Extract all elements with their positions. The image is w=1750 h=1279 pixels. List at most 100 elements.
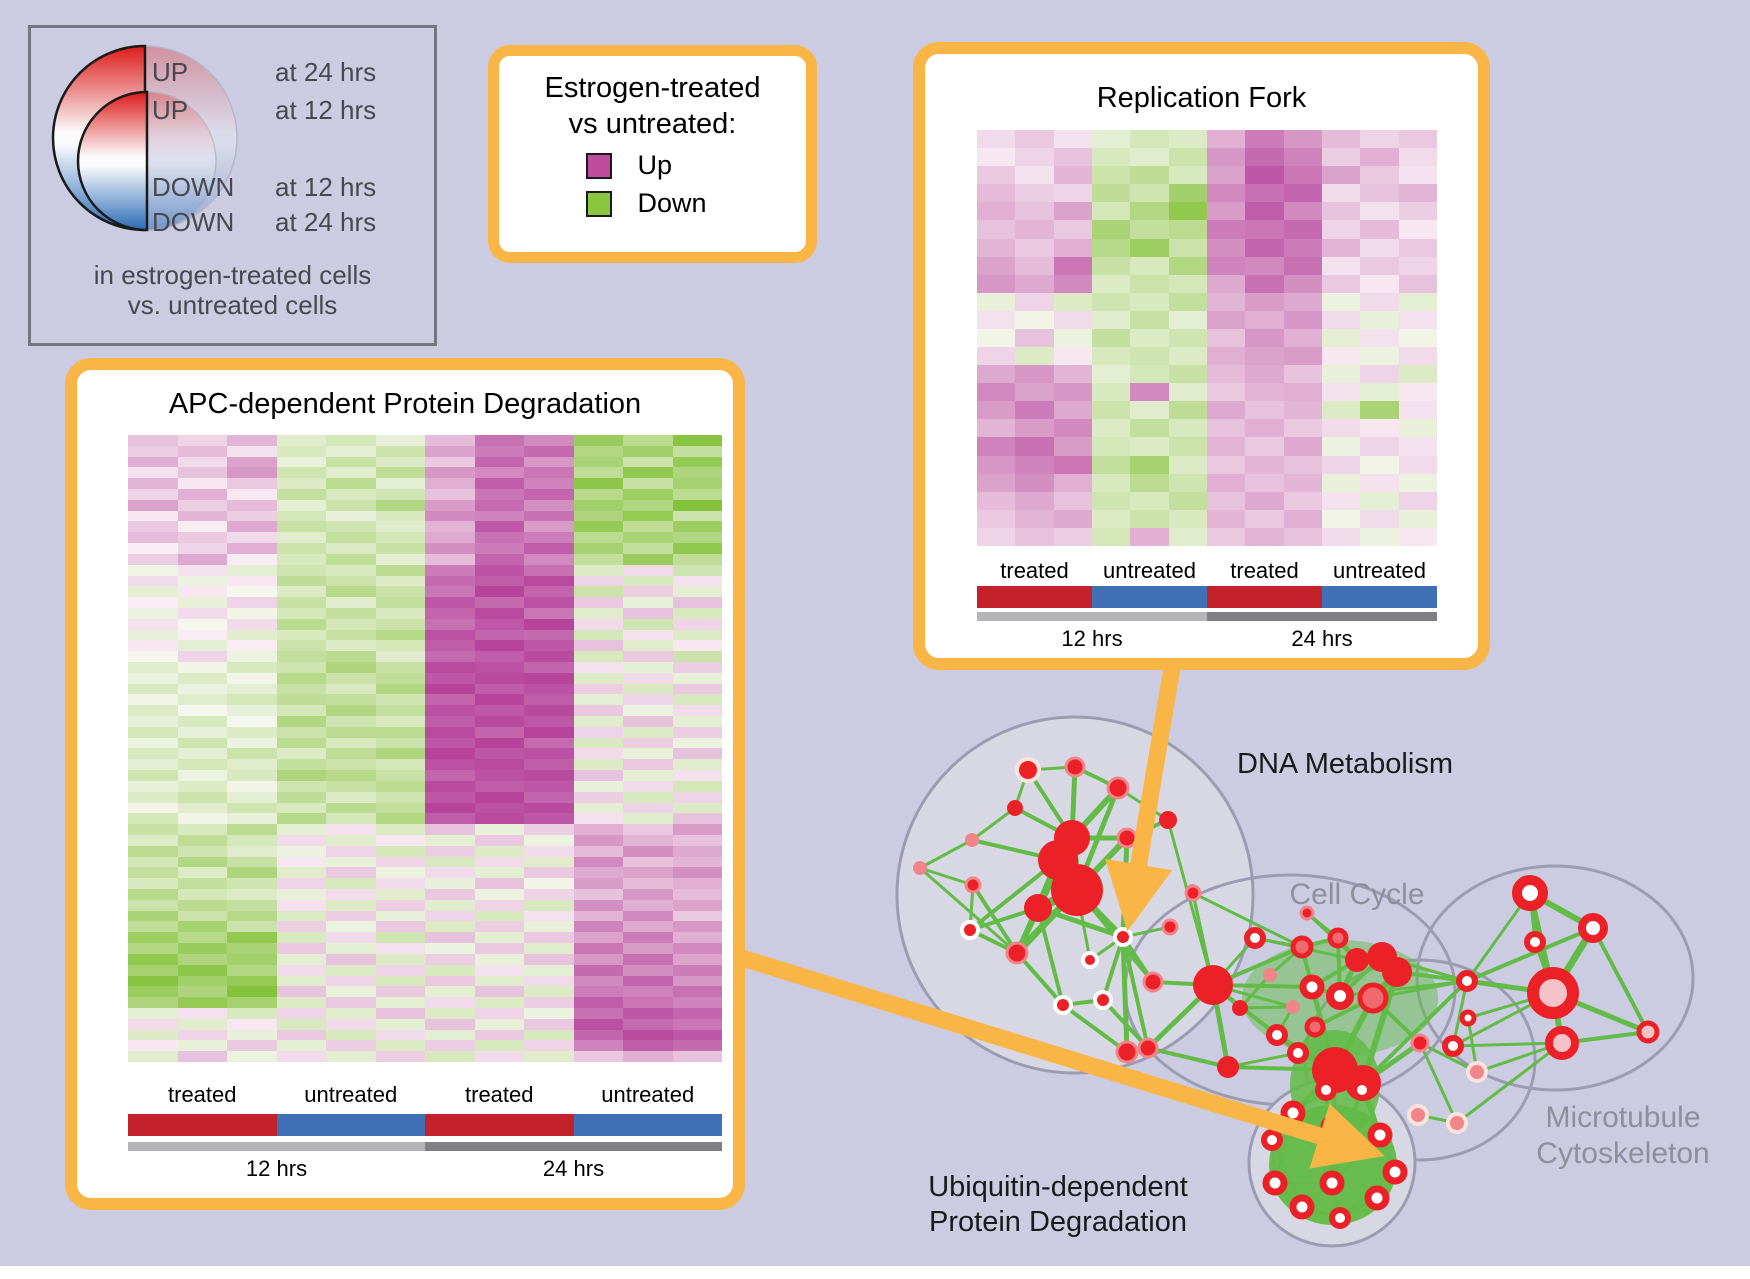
heatmap-cell [375,791,425,803]
heatmap-cell [1130,166,1169,185]
time-color-bar [425,1142,722,1151]
heatmap-cell [227,1018,277,1030]
heatmap-cell [573,1018,623,1030]
heatmap-cell [1398,473,1437,492]
heatmap-cell [227,716,277,727]
heatmap-cell [623,694,673,706]
heatmap-cell [375,856,425,868]
heatmap-cell [573,467,623,479]
heatmap-cell [474,856,524,868]
heatmap-cell [1360,328,1399,348]
heatmap-cell [672,748,722,760]
heatmap-cell [623,813,673,825]
heatmap-cell [128,705,178,717]
heatmap-cell [326,780,376,792]
heatmap-cell [375,943,425,954]
ring-row-up-12: UP at 12 hrs [152,95,376,126]
heatmap-cell [1015,148,1054,167]
heatmap-cell [375,845,425,857]
heatmap-cell [524,986,574,998]
heatmap-cell [276,856,326,868]
heatmap-cell [1168,473,1207,492]
heatmap-cell [1130,365,1169,384]
heatmap-cell [1015,419,1054,438]
legend-item-down: Down [499,188,806,219]
heatmap-cell [524,564,574,576]
heatmap-cell [672,986,722,998]
heatmap-cell [326,467,376,479]
heatmap-cell [1130,328,1169,348]
treatment-color-bar [573,1114,722,1136]
ring-caption-line2: vs. untreated cells [127,290,338,320]
heatmap-cell [573,1029,623,1041]
heatmap-cell [227,1040,277,1052]
heatmap-cell [524,467,574,479]
heatmap-cell [524,532,574,544]
heatmap-cell [1245,184,1284,203]
heatmap-cell [425,932,475,944]
heatmap-cell [425,683,475,695]
heatmap-cell [128,435,178,446]
heatmap-cell [1245,491,1284,510]
down-color-swatch [585,190,612,217]
heatmap-cell [672,683,722,695]
heatmap-cell [1053,527,1092,546]
heatmap-cell [1321,292,1361,311]
heatmap-cell [276,964,326,976]
heatmap-cell [425,921,475,933]
heatmap-cell [524,889,574,900]
heatmap-cell [326,532,376,544]
heatmap-cell [1321,166,1361,185]
heatmap-cell [128,1007,178,1019]
heatmap-cell [375,953,425,965]
heatmap-cell [177,802,227,814]
heatmap-cell [474,953,524,965]
ring-row-down-12: DOWN at 12 hrs [152,172,376,203]
heatmap-cell [1168,202,1207,221]
heatmap-cell [425,748,475,760]
heatmap-cell [1015,292,1054,311]
heatmap-cell [375,662,425,673]
rf-hour-labels: 12 hrs 24 hrs [977,626,1437,652]
heatmap-cell [1360,202,1399,221]
treatment-color-bar [276,1114,425,1136]
heatmap-cell [1206,401,1246,420]
heatmap-cell [1091,455,1131,474]
replication-fork-heatmap-panel: Replication Fork treated untreated treated… [913,42,1490,670]
ring-12h-solid-half [76,90,149,232]
heatmap-cell [1168,220,1207,239]
treatment-group-label: treated [1000,558,1069,583]
heatmap-cell [227,986,277,998]
heatmap-cell [1398,455,1437,474]
heatmap-cell [1321,383,1361,402]
heatmap-cell [177,694,227,706]
heatmap-cell [977,310,1016,329]
heatmap-cell [623,975,673,987]
heatmap-cell [474,445,524,457]
heatmap-cell [474,510,524,522]
heatmap-cell [177,629,227,641]
heatmap-cell [474,813,524,825]
heatmap-cell [276,510,326,522]
heatmap-cell [524,521,574,533]
heatmap-cell [977,148,1016,167]
heatmap-cell [474,586,524,598]
heatmap-cell [425,489,475,500]
time-group-label: 12 hrs [245,1156,308,1181]
heatmap-cell [276,1029,326,1041]
heatmap-cell [177,575,227,587]
heatmap-cell [474,478,524,490]
heatmap-cell [573,964,623,976]
heatmap-cell [177,856,227,868]
heatmap-cell [524,1051,574,1062]
heatmap-cell [1091,274,1131,293]
heatmap-cell [375,748,425,760]
heatmap-cell [276,553,326,565]
heatmap-cell [425,1029,475,1041]
heatmap-cell [474,986,524,998]
heatmap-cell [276,975,326,987]
heatmap-cell [326,618,376,630]
heatmap-cell [128,932,178,944]
heatmap-cell [425,564,475,576]
heatmap-cell [623,943,673,954]
